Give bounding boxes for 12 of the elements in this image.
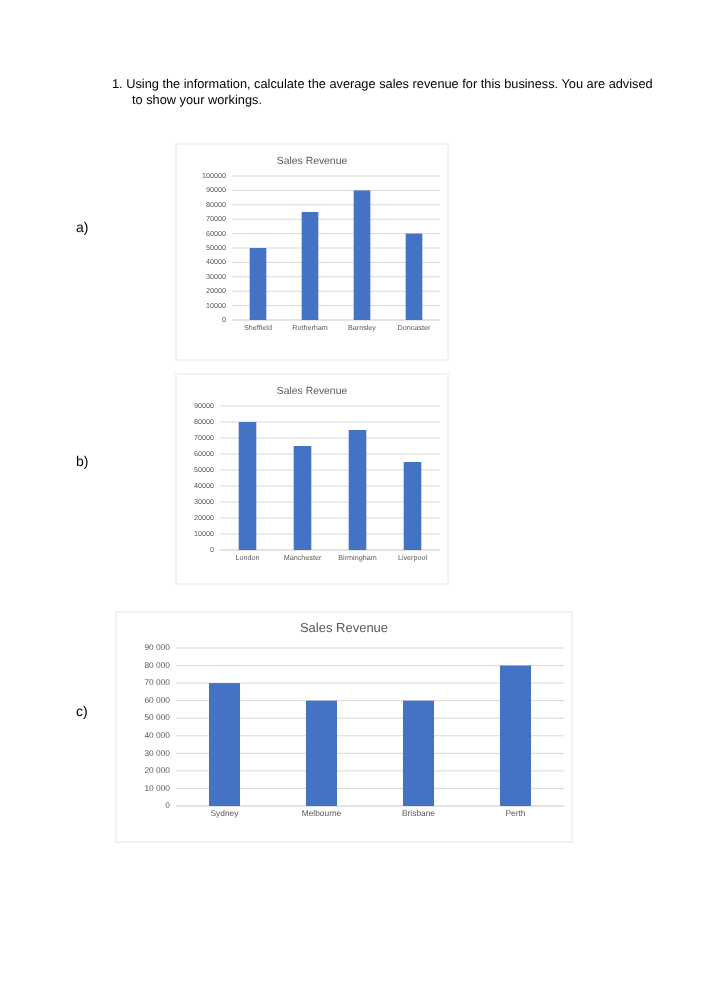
bar (305, 700, 338, 806)
bar (238, 422, 257, 550)
bar (208, 683, 241, 806)
bar (405, 233, 423, 320)
bar (249, 248, 267, 320)
bar (499, 665, 532, 806)
bar (293, 446, 312, 550)
bar (402, 700, 435, 806)
bar (353, 190, 371, 320)
bar (403, 462, 422, 550)
bar (348, 430, 367, 550)
bar (301, 212, 319, 320)
